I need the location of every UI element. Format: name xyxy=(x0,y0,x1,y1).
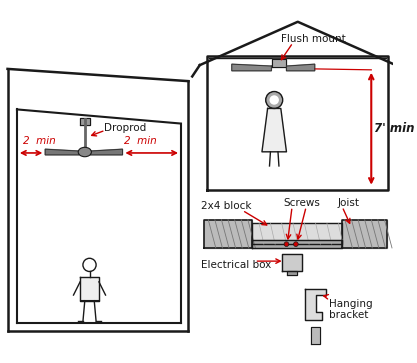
Polygon shape xyxy=(80,118,90,125)
Circle shape xyxy=(284,242,289,246)
Text: Hanging
bracket: Hanging bracket xyxy=(329,299,372,321)
Text: Joist: Joist xyxy=(337,198,359,208)
Text: Electrical box: Electrical box xyxy=(201,260,271,270)
Polygon shape xyxy=(251,224,342,244)
Text: 2  min: 2 min xyxy=(124,136,157,146)
Text: 2x4 block: 2x4 block xyxy=(201,200,251,211)
Circle shape xyxy=(269,95,279,105)
Polygon shape xyxy=(204,220,251,248)
Text: Flush mount: Flush mount xyxy=(281,34,346,44)
Polygon shape xyxy=(232,64,271,71)
Text: 2  min: 2 min xyxy=(23,136,55,146)
Circle shape xyxy=(266,91,283,109)
Text: 7' min: 7' min xyxy=(374,122,414,135)
Polygon shape xyxy=(287,270,297,275)
Polygon shape xyxy=(342,220,387,248)
Polygon shape xyxy=(251,240,342,248)
Circle shape xyxy=(294,242,298,246)
Polygon shape xyxy=(286,64,315,71)
Polygon shape xyxy=(311,327,320,344)
Polygon shape xyxy=(45,149,79,155)
Polygon shape xyxy=(262,109,286,152)
Polygon shape xyxy=(90,149,123,155)
Text: Droprod: Droprod xyxy=(104,123,146,133)
Text: Screws: Screws xyxy=(283,198,320,208)
Ellipse shape xyxy=(78,147,91,157)
Polygon shape xyxy=(80,277,99,301)
Polygon shape xyxy=(282,254,302,270)
Polygon shape xyxy=(272,60,286,67)
Polygon shape xyxy=(305,289,326,319)
